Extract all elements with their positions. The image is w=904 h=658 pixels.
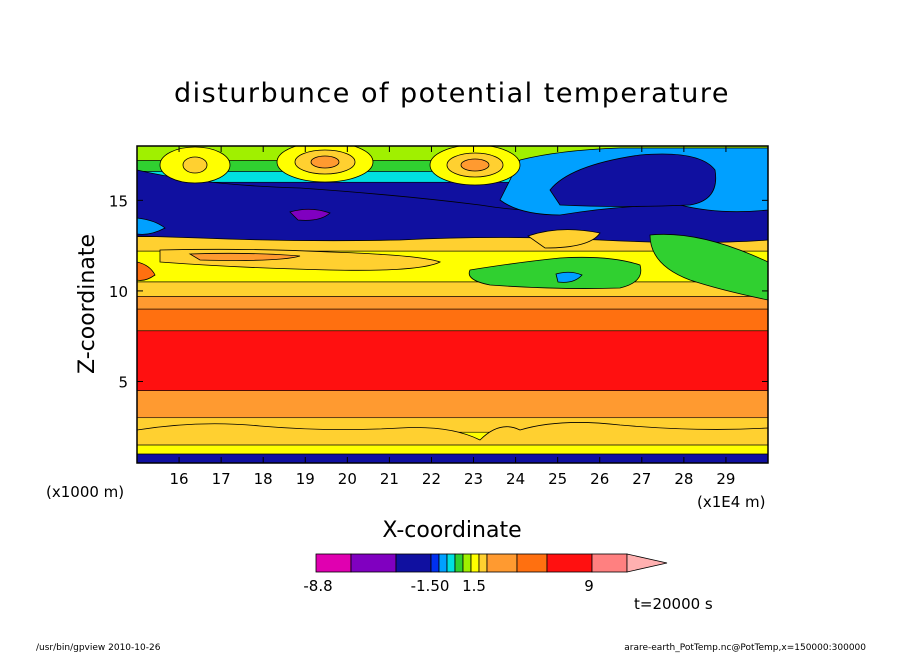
- colorbar-labels: -8.8 -1.50 1.5 9: [303, 577, 593, 595]
- y-tick-label: 10: [109, 283, 128, 301]
- time-label: t=20000 s: [634, 595, 713, 613]
- green-mid-region: [468, 256, 642, 289]
- cell-3-inner: [460, 158, 490, 172]
- green-right-region: [649, 233, 768, 301]
- colorbar-segment: [395, 553, 432, 573]
- colorbar-segment: [470, 553, 480, 573]
- x-tick-label: 19: [296, 470, 315, 488]
- y-tick-label: 15: [109, 192, 128, 210]
- orange-layer-inner: [188, 252, 301, 261]
- colorbar-segment: [446, 553, 456, 573]
- footer-left: /usr/bin/gpview 2010-10-26: [36, 643, 161, 653]
- x-tick-label: 21: [380, 470, 399, 488]
- cyan-small-patch: [555, 271, 583, 283]
- colorbar-segment: [591, 553, 628, 573]
- plot-frame: [136, 145, 769, 464]
- colorbar-label: -8.8: [303, 577, 332, 595]
- y-scale-note: (x1000 m): [46, 483, 124, 501]
- x-scale-note: (x1E4 m): [697, 493, 766, 511]
- x-tick-label: 22: [422, 470, 441, 488]
- y-axis-label: Z-coordinate: [75, 234, 100, 374]
- contour-features: [137, 147, 768, 446]
- x-tick-label: 26: [590, 470, 609, 488]
- plot-area: [137, 146, 768, 463]
- x-tick-label: 23: [464, 470, 483, 488]
- upper-right-blue-region: [549, 153, 717, 207]
- x-tick-label: 29: [716, 470, 735, 488]
- chart-title: disturbunce of potential temperature: [174, 78, 730, 109]
- x-tick-label: 16: [170, 470, 189, 488]
- orange-patch-mid: [527, 229, 601, 249]
- colorbar-label: -1.50: [411, 577, 450, 595]
- x-tick-label: 25: [548, 470, 567, 488]
- footer-right: arare-earth_PotTemp.nc@PotTemp,x=150000:…: [624, 643, 866, 653]
- colorbar-segment: [315, 553, 352, 573]
- colorbar-segment: [438, 553, 448, 573]
- x-axis-ticks: 16 17 18 19 20 21 22 23 24 25 26 27 28 29: [170, 146, 735, 488]
- contour-band-5: [137, 308, 768, 332]
- cell-2-inner: [310, 155, 340, 169]
- colorbar-segment: [478, 553, 488, 573]
- colorbar-segment: [462, 553, 472, 573]
- x-tick-label: 28: [674, 470, 693, 488]
- purple-patch: [289, 208, 331, 221]
- colorbar-segment: [486, 553, 518, 573]
- colorbar-segment: [430, 553, 440, 573]
- colorbar-segment: [350, 553, 397, 573]
- colorbar-segment: [516, 553, 548, 573]
- cell-1-inner: [182, 156, 208, 174]
- lower-uneven-layer: [137, 422, 768, 446]
- contour-band-0: [137, 453, 768, 463]
- y-tick-label: 5: [118, 373, 128, 391]
- x-tick-label: 24: [506, 470, 525, 488]
- cell-ellipses: [159, 146, 521, 186]
- contour-band-4: [137, 330, 768, 391]
- x-axis-label: X-coordinate: [382, 518, 521, 543]
- y-axis-ticks: 5 10 15: [109, 192, 768, 391]
- contour-band-3: [137, 390, 768, 419]
- colorbar-label: 1.5: [462, 577, 486, 595]
- left-orange-blob: [137, 261, 156, 281]
- x-tick-label: 17: [212, 470, 231, 488]
- colorbar-segment: [454, 553, 464, 573]
- colorbar: [315, 553, 668, 573]
- x-tick-label: 27: [632, 470, 651, 488]
- left-cyan-patch: [137, 217, 166, 235]
- x-tick-label: 18: [254, 470, 273, 488]
- colorbar-extension-arrow: [626, 553, 668, 573]
- contour-band-6: [137, 296, 768, 310]
- x-tick-label: 20: [338, 470, 357, 488]
- colorbar-segment: [546, 553, 593, 573]
- colorbar-label: 9: [584, 577, 594, 595]
- contour-band-7: [137, 281, 768, 297]
